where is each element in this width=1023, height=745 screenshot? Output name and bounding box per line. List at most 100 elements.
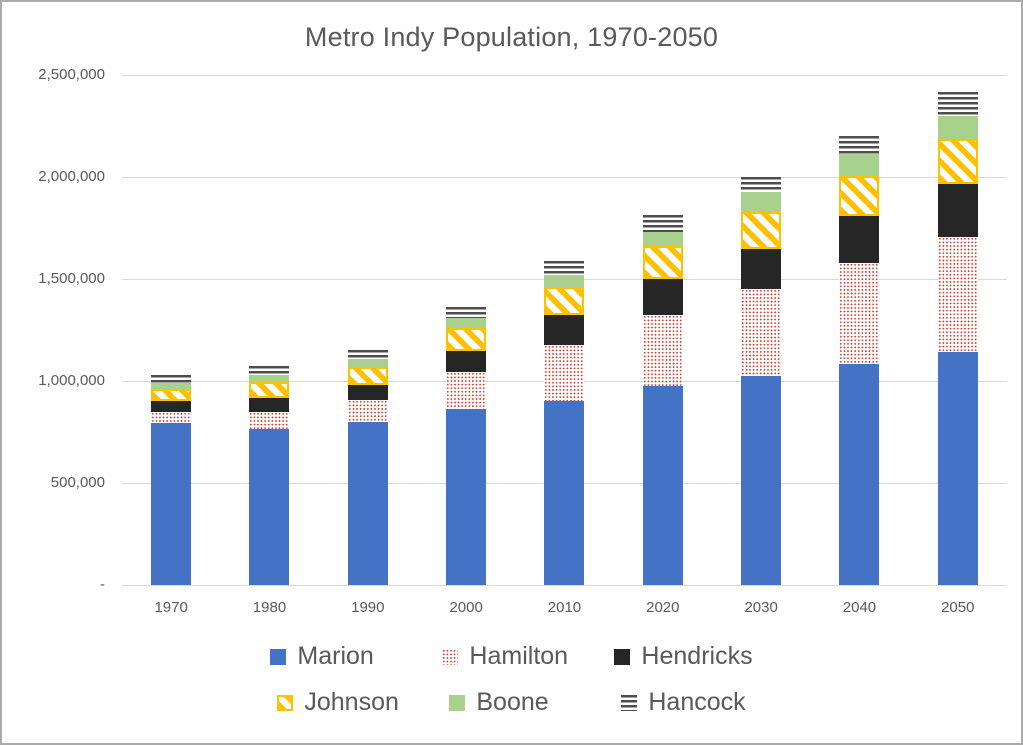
y-axis-label-3: 1,000,000 [38, 372, 105, 389]
bar-segment-2030-hendricks [741, 249, 782, 290]
bar-segment-2030-hamilton [741, 289, 782, 376]
legend-row-2: Johnson Boone Hancock [277, 688, 746, 717]
bar-slot-2020 [614, 75, 712, 585]
bar-segment-1970-hendricks [151, 401, 192, 413]
bar-segment-1970-hamilton [151, 412, 192, 424]
bar-segment-2020-hamilton [642, 314, 683, 386]
legend-label-hancock: Hancock [648, 688, 746, 716]
bar-segment-2030-johnson [741, 211, 782, 250]
bars-container [122, 75, 1007, 585]
gridline [122, 585, 1007, 586]
bar-segment-2040-boone [839, 154, 880, 176]
bar-segment-2010-hamilton [544, 344, 585, 401]
bar-segment-2050-hancock [937, 91, 978, 117]
x-axis-label-2050: 2050 [941, 599, 975, 616]
gridline [122, 177, 1007, 178]
bar-1980 [249, 365, 290, 585]
bar-segment-1980-boone [249, 374, 290, 383]
bar-1990 [347, 349, 388, 585]
bar-segment-1980-johnson [249, 382, 290, 398]
bar-segment-2040-hendricks [839, 215, 880, 264]
legend-swatch-hancock [621, 694, 638, 711]
bar-segment-2050-hamilton [937, 237, 978, 353]
bar-2000 [446, 306, 487, 585]
legend-item-marion: Marion [270, 642, 442, 671]
legend-swatch-marion [270, 648, 287, 665]
bar-2030 [741, 176, 782, 585]
bar-segment-1970-boone [151, 382, 192, 389]
bar-segment-1990-johnson [347, 366, 388, 385]
bar-slot-2000 [417, 75, 515, 585]
legend-swatch-hendricks [614, 648, 631, 665]
bar-2040 [839, 135, 880, 585]
x-axis-label-1980: 1980 [252, 599, 287, 616]
bar-segment-2050-marion [937, 352, 978, 585]
bar-segment-1980-hancock [249, 365, 290, 375]
bar-segment-2000-johnson [446, 327, 487, 351]
y-axis-label-2: 1,500,000 [38, 270, 105, 287]
bar-segment-2020-hendricks [642, 279, 683, 315]
y-axis-label-5: - [100, 576, 105, 593]
bar-2050 [937, 91, 978, 585]
bar-segment-1970-johnson [151, 388, 192, 402]
y-axis-label-1: 2,000,000 [38, 168, 105, 185]
bar-segment-1980-hendricks [249, 397, 290, 413]
bar-segment-2020-hancock [642, 215, 683, 232]
bar-2010 [544, 260, 585, 585]
x-axis-label-2030: 2030 [744, 599, 778, 616]
bar-segment-1990-hendricks [347, 384, 388, 401]
bar-slot-1970 [122, 75, 220, 585]
legend-item-hamilton: Hamilton [442, 642, 614, 671]
bar-segment-2010-hendricks [544, 315, 585, 345]
bar-slot-1980 [220, 75, 318, 585]
bar-segment-2040-hancock [839, 135, 880, 155]
legend-item-hancock: Hancock [621, 688, 746, 717]
bar-segment-1990-boone [347, 359, 388, 367]
x-axis-label-2000: 2000 [449, 599, 483, 616]
bar-segment-2020-johnson [642, 246, 683, 280]
bar-segment-2030-boone [741, 191, 782, 212]
bar-segment-2020-boone [642, 231, 683, 247]
bar-segment-2050-hendricks [937, 183, 978, 238]
bar-segment-2000-marion [446, 409, 487, 585]
gridline [122, 75, 1007, 76]
legend-row-1: Marion Hamilton Hendricks [270, 642, 753, 671]
bar-segment-2010-marion [544, 400, 585, 585]
bar-2020 [642, 215, 683, 585]
bar-segment-2000-hancock [446, 306, 487, 319]
plot-area [122, 75, 1007, 586]
bar-segment-2000-hamilton [446, 372, 487, 410]
x-axis: 1970 1980 1990 2000 2010 2020 2030 2040 2050 [122, 599, 1007, 616]
legend-item-hendricks: Hendricks [614, 642, 753, 671]
bar-segment-2000-hendricks [446, 351, 487, 373]
legend-label-boone: Boone [476, 688, 549, 716]
bar-segment-2050-boone [937, 116, 978, 140]
x-axis-label-2010: 2010 [547, 599, 582, 616]
legend-swatch-hamilton [442, 648, 459, 665]
x-axis-label-1970: 1970 [154, 599, 188, 616]
bar-slot-2050 [909, 75, 1007, 585]
legend-item-boone: Boone [449, 688, 621, 717]
bar-segment-2040-johnson [839, 175, 880, 216]
bar-slot-1990 [319, 75, 417, 585]
bar-1970 [151, 375, 192, 585]
bar-segment-2010-johnson [544, 286, 585, 316]
bar-segment-1990-hamilton [347, 400, 388, 423]
bar-segment-1990-hancock [347, 349, 388, 359]
bar-segment-1980-marion [249, 428, 290, 585]
x-axis-label-1990: 1990 [351, 599, 385, 616]
bar-segment-2030-hancock [741, 176, 782, 192]
bar-segment-2020-marion [642, 385, 683, 585]
legend-swatch-boone [449, 694, 466, 711]
bar-segment-2050-johnson [937, 139, 978, 184]
bar-segment-2000-boone [446, 318, 487, 328]
bar-segment-2030-marion [741, 375, 782, 585]
bar-segment-1990-marion [347, 422, 388, 585]
legend-item-johnson: Johnson [277, 688, 449, 717]
legend-swatch-johnson [277, 694, 294, 711]
y-axis-label-4: 500,000 [50, 474, 105, 491]
bar-segment-2040-marion [839, 364, 880, 585]
legend-label-johnson: Johnson [304, 688, 399, 716]
bar-slot-2010 [515, 75, 613, 585]
